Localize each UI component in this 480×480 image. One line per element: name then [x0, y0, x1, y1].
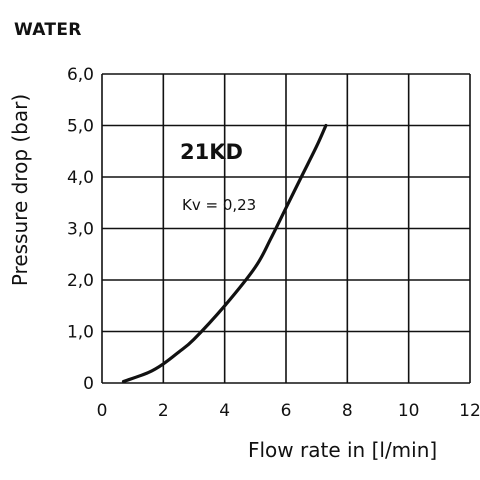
kv-annotation: Kv = 0,23 [182, 196, 257, 214]
y-tick-label: 3,0 [67, 220, 94, 240]
x-tick-label: 10 [398, 401, 420, 421]
x-tick-label: 8 [342, 401, 353, 421]
series-line-21kd [121, 123, 328, 384]
y-tick-label: 0 [83, 374, 94, 394]
y-tick-label: 4,0 [67, 168, 94, 188]
model-annotation: 21KD [180, 140, 243, 164]
y-tick-label: 6,0 [67, 65, 94, 85]
x-tick-label: 12 [459, 401, 480, 421]
x-axis-label: Flow rate in [l/min] [248, 438, 438, 462]
chart-heading: WATER [14, 20, 82, 40]
y-tick-label: 1,0 [67, 323, 94, 343]
x-tick-label: 6 [281, 401, 292, 421]
x-tick-label: 4 [219, 401, 230, 421]
x-tick-label: 0 [97, 401, 108, 421]
y-axis-label: Pressure drop (bar) [8, 93, 32, 287]
y-tick-label: 5,0 [67, 117, 94, 137]
y-tick-label: 2,0 [67, 271, 94, 291]
x-tick-label: 2 [158, 401, 169, 421]
